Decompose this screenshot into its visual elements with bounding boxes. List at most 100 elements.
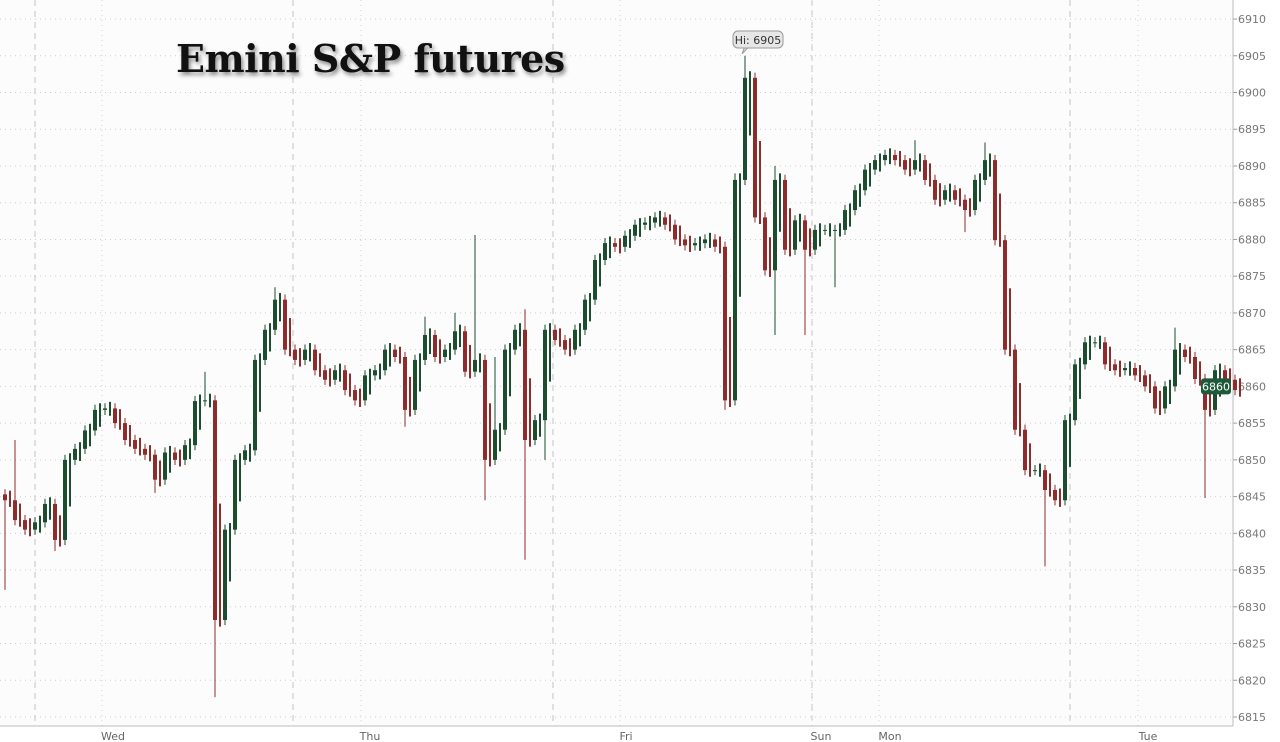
candle-body bbox=[683, 239, 687, 246]
candle-body bbox=[1043, 470, 1047, 490]
candle-body bbox=[193, 401, 197, 446]
candle-body bbox=[3, 494, 7, 501]
candle-body bbox=[583, 299, 587, 330]
candle-body bbox=[1113, 364, 1117, 371]
candle-body bbox=[43, 503, 47, 523]
candle-body bbox=[863, 169, 867, 191]
candle-body bbox=[1183, 349, 1187, 357]
candle-body bbox=[133, 440, 137, 449]
candle-body bbox=[653, 217, 657, 223]
candle-body bbox=[63, 459, 67, 540]
candle-body bbox=[933, 179, 937, 200]
y-tick-label: 6875 bbox=[1238, 270, 1266, 283]
candle-body bbox=[1103, 342, 1107, 365]
y-tick-label: 6895 bbox=[1238, 123, 1266, 136]
candle-body bbox=[603, 243, 607, 261]
candle-body bbox=[543, 329, 547, 421]
candle-body bbox=[1133, 368, 1137, 376]
candle-body bbox=[293, 349, 297, 360]
candle-body bbox=[903, 160, 907, 170]
x-tick-label: Wed bbox=[101, 730, 125, 742]
x-tick-label: Mon bbox=[878, 730, 901, 742]
candle-body bbox=[973, 179, 977, 211]
candle-body bbox=[473, 359, 477, 372]
candle-body bbox=[113, 408, 117, 424]
x-tick-label: Thu bbox=[359, 730, 381, 742]
candle-body bbox=[703, 239, 707, 244]
candle-body bbox=[183, 445, 187, 460]
candle-body bbox=[23, 520, 27, 530]
candle-body bbox=[943, 190, 947, 200]
candle-body bbox=[743, 77, 747, 180]
candle-body bbox=[153, 454, 157, 480]
candle-body bbox=[993, 160, 997, 241]
candle-body bbox=[1023, 429, 1027, 471]
candle-body bbox=[763, 217, 767, 271]
candle-body bbox=[73, 448, 77, 460]
candle-body bbox=[893, 154, 897, 161]
y-tick-label: 6820 bbox=[1238, 674, 1266, 687]
candle-body bbox=[793, 220, 797, 250]
candle-body bbox=[573, 329, 577, 350]
x-tick-label: Tue bbox=[1138, 730, 1158, 742]
candle-body bbox=[363, 375, 367, 401]
candle-body bbox=[243, 450, 247, 460]
candle-body bbox=[883, 154, 887, 161]
candle-body bbox=[213, 400, 217, 621]
candle-body bbox=[523, 329, 527, 441]
candle-body bbox=[173, 452, 177, 460]
candle-body bbox=[633, 224, 637, 236]
candle-body bbox=[623, 235, 627, 247]
candle-body bbox=[1063, 420, 1067, 501]
candle-body bbox=[873, 160, 877, 170]
x-tick-label: Fri bbox=[619, 730, 632, 742]
candle-body bbox=[613, 243, 617, 247]
candle-body bbox=[1033, 470, 1037, 472]
y-tick-label: 6910 bbox=[1238, 13, 1266, 26]
y-tick-label: 6845 bbox=[1238, 491, 1266, 504]
candle-body bbox=[563, 340, 567, 350]
y-tick-label: 6830 bbox=[1238, 601, 1266, 614]
candle-body bbox=[693, 243, 697, 246]
y-tick-label: 6880 bbox=[1238, 233, 1266, 246]
candle-body bbox=[1003, 240, 1007, 350]
y-tick-label: 6870 bbox=[1238, 307, 1266, 320]
candle-body bbox=[273, 299, 277, 330]
candle-body bbox=[103, 408, 107, 410]
candle-body bbox=[773, 179, 777, 271]
candle-body bbox=[1203, 379, 1207, 410]
candle-body bbox=[303, 349, 307, 360]
candle-body bbox=[733, 179, 737, 401]
candle-body bbox=[963, 199, 967, 211]
candle-body bbox=[1233, 379, 1237, 391]
candle-body bbox=[1163, 386, 1167, 409]
candle-body bbox=[1093, 342, 1097, 344]
candle-body bbox=[443, 349, 447, 357]
candle-body bbox=[853, 190, 857, 211]
candle-body bbox=[533, 420, 537, 441]
candle-body bbox=[403, 356, 407, 410]
candle-body bbox=[783, 179, 787, 250]
candle-body bbox=[663, 217, 667, 225]
candle-body bbox=[823, 229, 827, 231]
candle-body bbox=[803, 220, 807, 250]
candle-body bbox=[1153, 386, 1157, 409]
candle-body bbox=[1013, 349, 1017, 430]
y-tick-label: 6840 bbox=[1238, 527, 1266, 540]
high-annotation-label: Hi: 6905 bbox=[735, 34, 782, 47]
candle-body bbox=[123, 423, 127, 441]
candle-body bbox=[1123, 368, 1127, 371]
candle-body bbox=[503, 349, 507, 430]
candle-body bbox=[833, 229, 837, 231]
y-tick-label: 6865 bbox=[1238, 344, 1266, 357]
candle-body bbox=[383, 349, 387, 371]
candles bbox=[3, 55, 1241, 698]
candle-body bbox=[713, 239, 717, 247]
candle-body bbox=[253, 359, 257, 451]
candle-body bbox=[643, 222, 647, 225]
candle-body bbox=[923, 160, 927, 180]
last-price-badge bbox=[1201, 378, 1231, 395]
candle-body bbox=[33, 522, 37, 530]
candle-body bbox=[373, 370, 377, 376]
